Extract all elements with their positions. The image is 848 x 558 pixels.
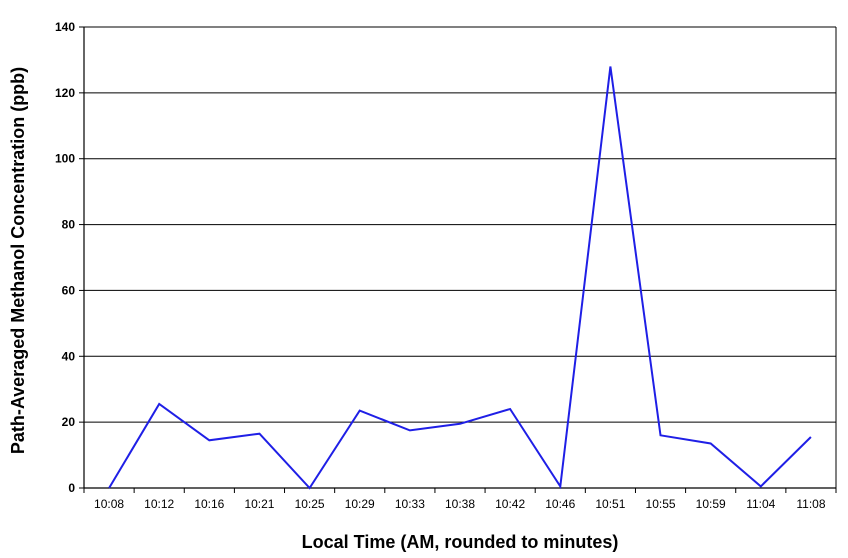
y-tick-label: 100	[55, 152, 75, 166]
y-tick-label: 60	[62, 283, 76, 297]
x-tick-label: 10:29	[345, 497, 375, 511]
x-tick-label: 10:12	[144, 497, 174, 511]
y-tick-label: 0	[68, 481, 75, 495]
x-tick-label: 10:33	[395, 497, 425, 511]
x-tick-label: 10:42	[495, 497, 525, 511]
x-tick-label: 11:04	[746, 497, 775, 511]
series-line-0	[108, 66, 812, 490]
x-tick-label: 10:55	[646, 497, 676, 511]
y-tick-label: 80	[62, 218, 76, 232]
x-tick-label: 10:21	[244, 497, 274, 511]
x-axis-ticks: 10:08 10:12 10:16 10:21 10:25 10:29 10:33 10:38…	[83, 488, 837, 511]
x-tick-label: 10:46	[545, 497, 575, 511]
y-tick-label: 120	[55, 86, 75, 100]
y-tick-label: 140	[55, 20, 75, 34]
x-tick-label: 10:51	[595, 497, 625, 511]
x-tick-label: 10:59	[696, 497, 726, 511]
series-layer	[108, 66, 812, 490]
gridlines	[84, 26, 837, 488]
y-axis-title: Path-Averaged Methanol Concentration (pp…	[8, 67, 28, 454]
y-tick-label: 20	[62, 415, 76, 429]
x-tick-label: 10:16	[194, 497, 224, 511]
x-tick-label: 11:08	[796, 497, 825, 511]
y-tick-label: 40	[62, 349, 76, 363]
x-tick-label: 10:25	[295, 497, 325, 511]
x-tick-label: 10:38	[445, 497, 475, 511]
x-axis-title: Local Time (AM, rounded to minutes)	[302, 532, 619, 552]
x-tick-label: 10:08	[94, 497, 124, 511]
y-axis-ticks: 0 20 40 60 80 100 120 140	[55, 20, 84, 495]
